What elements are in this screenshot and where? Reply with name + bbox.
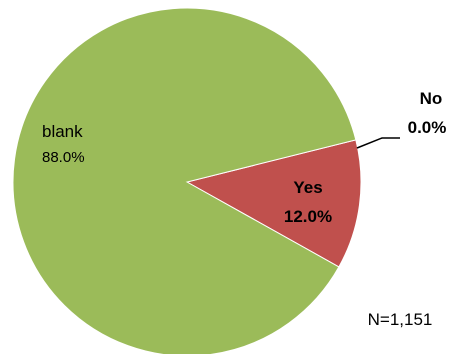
pie-slices bbox=[12, 7, 362, 354]
slice-no-leader-line bbox=[356, 137, 400, 149]
slice-yes-value: 12.0% bbox=[284, 207, 332, 226]
slice-blank-value: 88.0% bbox=[42, 149, 85, 166]
slice-blank-label: blank bbox=[42, 122, 83, 141]
sample-size-note: N=1,151 bbox=[368, 310, 433, 329]
slice-no-label: No bbox=[420, 89, 443, 108]
pie-slice-blank bbox=[12, 7, 357, 354]
slice-yes-label: Yes bbox=[293, 178, 322, 197]
slice-no-value: 0.0% bbox=[408, 118, 447, 137]
